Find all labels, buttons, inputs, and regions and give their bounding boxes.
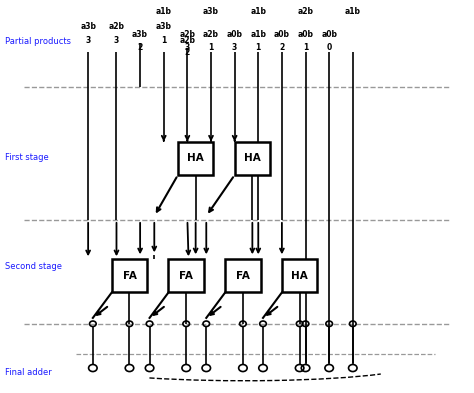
Text: 2: 2 [279,42,284,51]
Text: a0b: a0b [227,30,243,39]
Text: a3b: a3b [132,30,148,39]
Text: 0: 0 [327,42,332,51]
Text: FA: FA [236,271,250,281]
Text: 3: 3 [232,42,237,51]
Text: a1b: a1b [345,7,361,16]
Text: a2b: a2b [298,7,313,16]
Text: a2b: a2b [109,22,125,31]
Bar [235,141,270,175]
Text: FA: FA [123,271,137,281]
Text: 2: 2 [185,48,190,57]
Text: FA: FA [179,271,193,281]
Text: HA: HA [291,271,308,281]
Text: a2b: a2b [179,36,195,45]
Text: 2: 2 [137,42,143,51]
Bar [112,259,147,292]
Text: a1b: a1b [156,7,172,16]
Text: a2b: a2b [203,30,219,39]
Text: a3b: a3b [203,7,219,16]
Text: 1: 1 [255,42,261,51]
Text: 1: 1 [303,42,308,51]
Text: a1b: a1b [250,7,266,16]
Text: a0b: a0b [298,30,313,39]
Text: Final adder: Final adder [5,368,52,377]
Bar [225,259,261,292]
Text: 3: 3 [85,36,91,45]
Text: HA: HA [244,153,261,163]
Bar [178,141,213,175]
Text: 3: 3 [114,36,119,45]
Text: 3: 3 [185,42,190,51]
Text: a0b: a0b [321,30,337,39]
Text: Second stage: Second stage [5,263,63,272]
Text: 1: 1 [161,36,166,45]
Bar [282,259,318,292]
Text: HA: HA [187,153,204,163]
Text: a3b: a3b [80,22,96,31]
Text: First stage: First stage [5,153,49,162]
Text: a3b: a3b [156,22,172,31]
Text: a1b: a1b [250,30,266,39]
Text: a0b: a0b [274,30,290,39]
Text: a2b: a2b [179,30,195,39]
Text: Partial products: Partial products [5,37,72,46]
Text: 1: 1 [209,42,214,51]
Bar [168,259,204,292]
